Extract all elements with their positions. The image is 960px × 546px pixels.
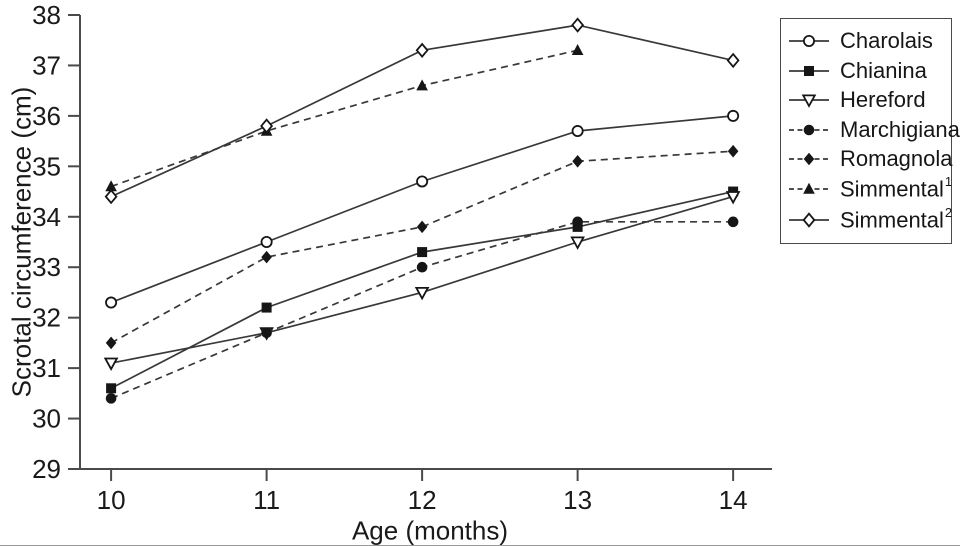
y-tick-label: 35 bbox=[32, 151, 61, 181]
marker-simmental1 bbox=[105, 180, 117, 192]
marker-hereford bbox=[414, 286, 430, 301]
x-tick-label: 13 bbox=[563, 485, 592, 515]
marker-chianina bbox=[106, 383, 117, 394]
y-tick-label: 38 bbox=[32, 0, 61, 30]
legend-label: Romagnola bbox=[840, 146, 953, 172]
legend-label: Simmental2 bbox=[840, 205, 953, 233]
legend-sample-marker bbox=[803, 152, 815, 166]
legend: Charolais Chianina Hereford Marchigiana Roma… bbox=[780, 18, 960, 244]
x-tick-label: 11 bbox=[253, 485, 280, 515]
legend-marker-triangle-up-filled bbox=[789, 182, 829, 194]
y-axis-title: Scrotal circumference (cm) bbox=[6, 86, 37, 398]
marker-marchigiana bbox=[416, 261, 428, 273]
legend-item-marchigiana: Marchigiana bbox=[789, 118, 960, 141]
legend-item-hereford: Hereford bbox=[789, 89, 949, 111]
marker-simmental2 bbox=[415, 42, 429, 59]
y-tick-label: 29 bbox=[32, 454, 61, 484]
marker-charolais bbox=[260, 235, 273, 248]
marker-marchigiana bbox=[261, 327, 272, 339]
legend-marker-triangle-down-open bbox=[789, 94, 829, 109]
legend-marker-diamond-filled bbox=[789, 152, 829, 166]
legend-label: Simmental1 bbox=[840, 174, 953, 202]
legend-item-simmental2: Simmental2 bbox=[789, 205, 953, 233]
marker-simmental2 bbox=[104, 188, 118, 205]
marker-simmental1 bbox=[416, 79, 428, 91]
marker-marchigiana bbox=[105, 393, 117, 404]
marker-simmental1 bbox=[571, 44, 584, 56]
y-tick-label: 34 bbox=[32, 202, 61, 232]
legend-item-simmental1: Simmental1 bbox=[789, 174, 953, 202]
legend-sample-marker bbox=[803, 124, 815, 135]
axes-frame bbox=[79, 15, 772, 470]
marker-simmental2 bbox=[260, 118, 274, 134]
marker-charolais bbox=[105, 296, 118, 309]
marker-hereford bbox=[570, 236, 585, 250]
legend-item-charolais: Charolais bbox=[789, 30, 949, 52]
legend-sample-marker bbox=[804, 65, 814, 76]
x-axis-title: Age (months) bbox=[351, 515, 509, 546]
marker-charolais bbox=[416, 175, 429, 188]
marker-chianina bbox=[261, 302, 272, 313]
legend-marker-square-filled bbox=[789, 65, 829, 76]
legend-sample-marker bbox=[802, 212, 816, 228]
legend-sample-marker bbox=[803, 182, 815, 194]
y-tick-label: 30 bbox=[32, 404, 61, 434]
marker-romagnola bbox=[572, 154, 583, 168]
legend-label: Chianina bbox=[840, 57, 927, 83]
x-tick-label: 14 bbox=[719, 485, 748, 515]
marker-hereford bbox=[725, 191, 741, 205]
legend-item-chianina: Chianina bbox=[789, 57, 949, 83]
legend-sample-marker bbox=[801, 94, 817, 109]
y-tick-label: 32 bbox=[32, 303, 61, 333]
x-tick-label: 12 bbox=[408, 485, 437, 515]
legend-marker-diamond-open bbox=[789, 212, 829, 228]
y-tick-label: 31 bbox=[32, 353, 61, 383]
marker-romagnola bbox=[261, 250, 272, 264]
marker-charolais bbox=[571, 125, 584, 138]
legend-label: Hereford bbox=[840, 87, 926, 113]
legend-marker-circle-filled bbox=[789, 124, 829, 135]
x-tick-label: 10 bbox=[97, 485, 126, 515]
marker-marchigiana bbox=[572, 216, 583, 228]
legend-label: Charolais bbox=[840, 28, 933, 54]
legend-sample-marker bbox=[802, 35, 815, 48]
series-line-simmental1 bbox=[110, 49, 578, 188]
marker-romagnola bbox=[416, 220, 428, 234]
marker-simmental2 bbox=[726, 52, 740, 69]
marker-marchigiana bbox=[727, 216, 739, 228]
legend-item-romagnola: Romagnola bbox=[789, 148, 953, 170]
marker-chianina bbox=[417, 247, 428, 258]
legend-marker-circle-open bbox=[789, 35, 829, 48]
marker-romagnola bbox=[105, 336, 117, 350]
marker-hereford bbox=[103, 357, 119, 371]
y-tick-label: 36 bbox=[32, 101, 61, 131]
legend-label: Marchigiana bbox=[840, 116, 960, 142]
series-line-charolais bbox=[110, 115, 734, 304]
marker-simmental2 bbox=[571, 17, 585, 33]
y-tick-label: 37 bbox=[32, 50, 61, 80]
y-tick-label: 33 bbox=[32, 252, 61, 282]
marker-charolais bbox=[727, 109, 740, 122]
marker-romagnola bbox=[727, 144, 739, 158]
